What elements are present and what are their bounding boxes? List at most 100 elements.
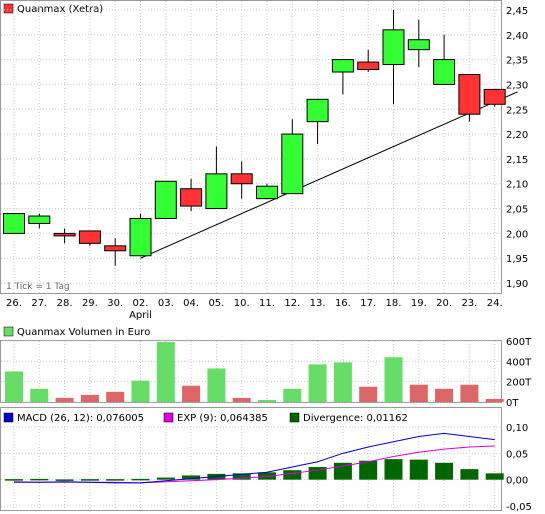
candle [180, 178, 203, 212]
macd-legend-label: Divergence: 0,01162 [303, 413, 408, 424]
price-y-tick-label: 2,15 [506, 155, 528, 166]
divergence-bar [106, 479, 125, 481]
volume-bar [485, 398, 504, 402]
month-label: April [129, 310, 152, 321]
divergence-bar [232, 473, 251, 480]
price-y-tick-label: 1,95 [506, 254, 528, 265]
volume-y-tick-label: 200T [506, 378, 532, 389]
volume-panel: Quanmax Volumen in Euro 600T 400T 200T 0T [0, 326, 532, 409]
candle [433, 34, 456, 85]
price-x-axis-labels: 26. 27. 28. 29. 30. 02. 03. 04. 05. 10. 11. 12. 13. 1… [6, 298, 503, 309]
x-tick-label: 04. [183, 298, 199, 309]
price-y-tick-label: 1,90 [506, 279, 528, 290]
volume-bar [80, 394, 99, 402]
candle [382, 9, 405, 105]
volume-bar [131, 380, 150, 402]
divergence-bar [30, 478, 49, 481]
volume-bar [30, 388, 49, 402]
x-tick-label: 19. [411, 298, 427, 309]
divergence-bar [359, 460, 378, 480]
macd-y-tick-label: 0,10 [506, 423, 528, 434]
divergence-bar [258, 472, 276, 480]
macd-legend-label: EXP (9): 0,064385 [177, 413, 268, 424]
divergence-bar [283, 470, 302, 480]
volume-bar [435, 388, 454, 402]
x-tick-label: 11. [259, 298, 275, 309]
x-tick-label: 29. [82, 298, 98, 309]
x-tick-label: 18. [386, 298, 402, 309]
candle-body [205, 173, 228, 210]
divergence-bar [131, 478, 150, 481]
volume-y-tick-label: 400T [506, 357, 532, 368]
candle [78, 230, 101, 246]
candle [256, 183, 278, 200]
macd-legend-swatch [163, 412, 174, 423]
candle-body [104, 245, 127, 252]
x-tick-label: 23. [461, 298, 477, 309]
volume-bar [182, 385, 201, 402]
volume-bar [232, 397, 251, 402]
divergence-bar [460, 469, 479, 480]
price-legend-swatch [3, 3, 14, 14]
trendline [140, 91, 518, 259]
candle [230, 161, 253, 199]
volume-bar [409, 384, 428, 402]
volume-bar [460, 384, 479, 402]
x-tick-label: 05. [208, 298, 224, 309]
candle-body [382, 29, 405, 66]
candle [357, 49, 380, 73]
candle [205, 146, 228, 210]
candle-body [458, 73, 481, 115]
volume-bar [333, 362, 352, 402]
divergence-bar [384, 459, 403, 480]
price-y-tick-label: 2,45 [506, 6, 528, 17]
volume-bar [308, 364, 327, 402]
x-tick-label: 10. [234, 298, 250, 309]
price-y-axis-labels: 2,45 2,40 2,35 2,30 2,25 2,20 2,15 2,10 2,05 2,00… [506, 6, 528, 290]
x-tick-label: 17. [360, 298, 376, 309]
volume-bar [106, 391, 125, 402]
macd-y-axis-labels: 0,10 0,05 0,00 -0,05 [506, 423, 532, 513]
price-y-tick-label: 2,10 [506, 180, 528, 191]
macd-legend: MACD (26, 12): 0,076005 EXP (9): 0,064385… [3, 412, 408, 424]
x-tick-label: 24. [487, 298, 503, 309]
volume-bar [384, 357, 403, 402]
x-tick-label: 30. [107, 298, 123, 309]
x-tick-label: 02. [133, 298, 149, 309]
x-tick-label: 12. [284, 298, 300, 309]
volume-bar [207, 368, 226, 402]
candle [53, 228, 76, 244]
price-y-tick-label: 2,20 [506, 130, 528, 141]
macd-legend-label: MACD (26, 12): 0,076005 [17, 413, 144, 424]
macd-legend-swatch [3, 412, 14, 423]
candle-body [129, 218, 152, 257]
volume-bar [5, 371, 23, 402]
x-tick-label: 28. [57, 298, 73, 309]
candle-body [483, 88, 506, 105]
candle [104, 238, 127, 266]
macd-panel-frame [0, 407, 502, 511]
divergence-bar [156, 477, 175, 480]
price-y-tick-label: 2,30 [506, 80, 528, 91]
price-y-tick-label: 2,40 [506, 31, 528, 42]
divergence-bar [80, 479, 99, 481]
candle [28, 213, 51, 229]
trendline-group [140, 91, 518, 259]
candle-body [78, 230, 101, 244]
macd-gridlines [1, 426, 501, 510]
candle [331, 59, 354, 95]
candle-body [256, 185, 278, 200]
tick-note: 1 Tick = 1 Tag [6, 282, 70, 292]
divergence-bar [485, 473, 504, 480]
divergence-bar [308, 467, 327, 480]
price-y-tick-label: 2,35 [506, 56, 528, 67]
macd-lines-group [13, 432, 495, 484]
candle [3, 213, 25, 234]
candle [281, 119, 304, 195]
candle-body [53, 232, 76, 237]
divergence-bar [435, 462, 454, 480]
volume-y-tick-label: 600T [506, 337, 532, 348]
macd-line [14, 432, 495, 484]
macd-y-tick-label: 0,00 [506, 476, 528, 487]
